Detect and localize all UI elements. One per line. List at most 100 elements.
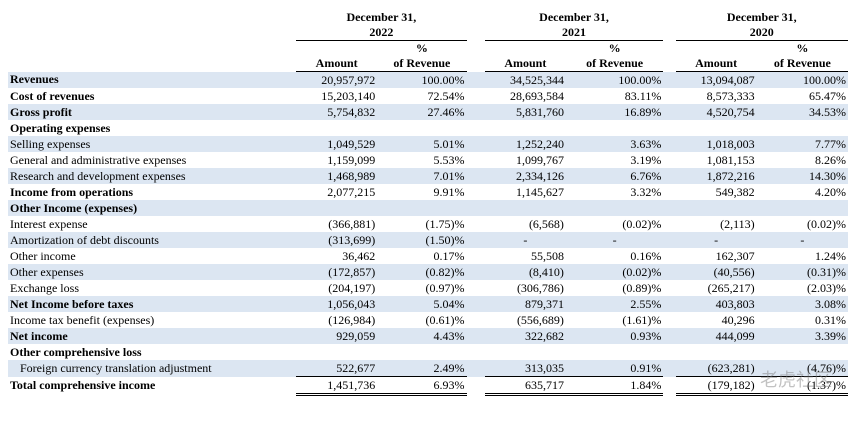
amount-cell: (306,786) bbox=[516, 280, 564, 295]
amount-cell: 2,077,215 bbox=[327, 184, 376, 199]
percent-cell: 3.19% bbox=[630, 152, 662, 167]
period-date: December 31, bbox=[539, 10, 609, 24]
amount-cell: 28,693,584 bbox=[509, 88, 564, 103]
row-label: Income tax benefit (expenses) bbox=[10, 312, 155, 327]
percent-cell: 100.00% bbox=[803, 72, 846, 87]
amount-cell: 1,872,216 bbox=[706, 168, 755, 183]
percent-cell: (4.76)% bbox=[807, 360, 846, 375]
spacer bbox=[467, 104, 485, 120]
spacer bbox=[467, 72, 485, 89]
empty-cell bbox=[566, 200, 663, 216]
header-row: December 31, December 31, December 31, bbox=[8, 10, 848, 25]
spacer bbox=[467, 264, 485, 280]
amount-cell: - bbox=[523, 232, 528, 247]
percent-cell: 3.08% bbox=[815, 296, 846, 311]
percent-cell: 6.93% bbox=[377, 376, 467, 396]
table-row: Other Income (expenses) bbox=[8, 200, 848, 216]
table-row: Other expenses (172,857) (0.82)% (8,410) (0.… bbox=[8, 264, 848, 280]
amount-cell: 549,382 bbox=[715, 184, 755, 199]
spacer bbox=[467, 120, 485, 136]
table-row: Interest expense (366,881) (1.75)% (6,568) (… bbox=[8, 216, 848, 232]
spacer bbox=[663, 360, 675, 377]
row-label: Exchange loss bbox=[10, 280, 79, 295]
percent-cell: 72.54% bbox=[427, 88, 465, 103]
amount-cell: 313,035 bbox=[524, 360, 564, 375]
amount-cell: 20,957,972 bbox=[321, 72, 376, 87]
spacer bbox=[663, 377, 675, 395]
row-label: Interest expense bbox=[10, 216, 88, 231]
percent-cell: 83.11% bbox=[624, 88, 662, 103]
empty-cell bbox=[377, 344, 466, 360]
amount-cell: (6,568) bbox=[528, 216, 564, 231]
percent-cell: 5.04% bbox=[433, 296, 465, 311]
spacer bbox=[663, 312, 675, 328]
empty-cell bbox=[676, 200, 757, 216]
table-row: Amortization of debt discounts (313,699) (… bbox=[8, 232, 848, 248]
percent-cell: (0.82)% bbox=[425, 264, 465, 279]
empty-cell bbox=[485, 200, 566, 216]
percent-cell: 0.93% bbox=[630, 328, 662, 343]
spacer bbox=[663, 120, 675, 136]
percent-cell: 100.00% bbox=[421, 72, 465, 87]
empty-cell bbox=[676, 120, 757, 136]
percent-cell: 3.63% bbox=[630, 136, 662, 151]
income-statement: December 31, December 31, December 31, 2022… bbox=[8, 10, 848, 396]
spacer bbox=[663, 25, 675, 41]
percent-cell: (0.02)% bbox=[807, 216, 846, 231]
spacer bbox=[467, 296, 485, 312]
percent-cell: 27.46% bbox=[427, 104, 465, 119]
amount-cell: 5,831,760 bbox=[515, 104, 564, 119]
table-row: Operating expenses bbox=[8, 120, 848, 136]
row-label: Foreign currency translation adjustment bbox=[20, 360, 212, 375]
spacer bbox=[467, 184, 485, 200]
percent-cell: 0.17% bbox=[433, 248, 465, 263]
spacer bbox=[485, 41, 566, 57]
table-row: Revenues 20,957,972 100.00% 34,525,344 100.0… bbox=[8, 71, 848, 89]
table-row: Research and development expenses 1,468,9… bbox=[8, 168, 848, 184]
amount-cell: 1,099,767 bbox=[515, 152, 564, 167]
table-row: Cost of revenues 15,203,140 72.54% 28,693,5… bbox=[8, 88, 848, 104]
spacer bbox=[467, 328, 485, 344]
table-row: Other comprehensive loss bbox=[8, 344, 848, 360]
spacer bbox=[663, 216, 675, 232]
spacer bbox=[467, 248, 485, 264]
spacer bbox=[467, 344, 485, 360]
amount-cell: 1,049,529 bbox=[327, 136, 376, 151]
percent-cell: 7.01% bbox=[433, 168, 465, 183]
empty-cell bbox=[566, 120, 663, 136]
row-label: Net Income before taxes bbox=[10, 296, 134, 311]
amount-cell: (2,113) bbox=[720, 216, 755, 231]
period-date: December 31, bbox=[726, 10, 797, 24]
amount-cell: 15,203,140 bbox=[321, 88, 376, 103]
percent-cell: 5.53% bbox=[433, 152, 465, 167]
spacer bbox=[8, 41, 296, 57]
pct-header: of Revenue bbox=[756, 56, 848, 72]
spacer bbox=[467, 41, 485, 57]
row-label: Selling expenses bbox=[10, 136, 91, 151]
empty-cell bbox=[757, 200, 848, 216]
row-label: Total comprehensive income bbox=[10, 378, 156, 392]
row-label: Operating expenses bbox=[10, 120, 111, 135]
amount-cell: 929,059 bbox=[336, 328, 376, 343]
empty-cell bbox=[757, 120, 848, 136]
spacer bbox=[467, 360, 485, 377]
percent-cell: (2.03)% bbox=[807, 280, 846, 295]
spacer bbox=[8, 25, 296, 41]
spacer bbox=[467, 25, 485, 41]
spacer bbox=[467, 200, 485, 216]
percent-cell: 100.00% bbox=[618, 72, 662, 87]
percent-cell: (1.37)% bbox=[756, 376, 848, 396]
empty-cell bbox=[377, 200, 466, 216]
spacer bbox=[663, 56, 675, 72]
amount-cell: 635,717 bbox=[484, 376, 566, 396]
period-year: 2022 bbox=[296, 25, 467, 41]
table-row: General and administrative expenses 1,159… bbox=[8, 152, 848, 168]
amount-cell: - bbox=[714, 232, 719, 247]
empty-cell bbox=[296, 200, 377, 216]
amount-cell: 879,371 bbox=[524, 296, 564, 311]
percent-cell: 7.77% bbox=[815, 136, 846, 151]
spacer bbox=[8, 56, 296, 72]
spacer bbox=[676, 41, 757, 57]
spacer bbox=[467, 312, 485, 328]
percent-cell: 8.26% bbox=[815, 152, 846, 167]
